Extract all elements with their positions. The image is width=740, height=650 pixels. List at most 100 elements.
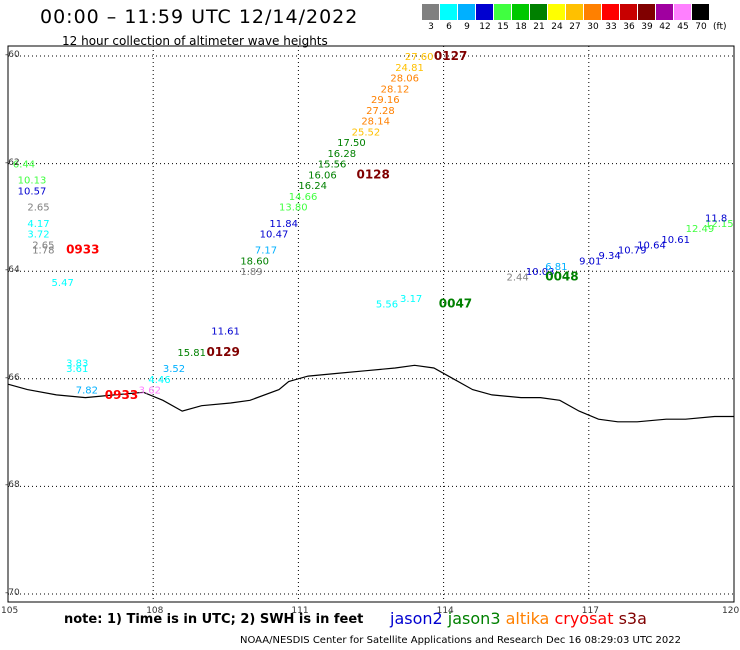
- wave-height-label: 4.46: [148, 375, 170, 386]
- track-time-label: 0047: [439, 296, 472, 310]
- track-time-label: 0129: [206, 345, 239, 359]
- legend-swatch: [638, 4, 656, 20]
- wave-height-label: 16.06: [308, 170, 337, 181]
- wave-height-label: 11.84: [269, 219, 298, 230]
- legend-label: 39: [641, 22, 653, 32]
- track-time-label: 0933: [66, 243, 99, 257]
- legend-swatch: [620, 4, 638, 20]
- longitude-label: 105: [1, 606, 19, 616]
- map-frame: [7, 45, 735, 603]
- wave-height-label: 6.44: [13, 160, 35, 171]
- wave-height-label: 28.12: [381, 84, 410, 95]
- color-scale-legend: [422, 4, 710, 20]
- wave-height-label: 3.83: [66, 359, 88, 370]
- coastline: [7, 364, 734, 423]
- wave-height-label: 1.89: [240, 267, 262, 278]
- latitude-label: -66: [5, 372, 20, 383]
- measurement-labels: 27.6024.8128.0628.1229.1627.2828.1425.52…: [13, 49, 734, 402]
- wave-height-label: 2.65: [32, 240, 54, 251]
- longitude-label: 108: [146, 606, 164, 616]
- satellite-s3a: s3a: [618, 609, 647, 628]
- wave-height-label: 3.72: [27, 230, 49, 241]
- legend-swatch: [566, 4, 584, 20]
- legend-swatch: [530, 4, 548, 20]
- latitude-label: -60: [5, 50, 20, 60]
- wave-height-label: 15.81: [177, 348, 206, 359]
- wave-height-label: 10.79: [618, 246, 647, 257]
- legend-label: 18: [515, 22, 527, 32]
- wave-height-label: 10.13: [18, 176, 47, 187]
- wave-height-label: 13.80: [279, 203, 308, 214]
- track-time-label: 0933: [105, 388, 138, 402]
- wave-height-label: 3.17: [400, 294, 422, 305]
- wave-height-label: 7.17: [255, 246, 277, 257]
- latitude-label: -64: [5, 265, 20, 276]
- wave-height-label: 17.50: [337, 138, 366, 149]
- wave-height-label: 10.57: [18, 187, 47, 198]
- legend-label: 21: [533, 22, 545, 32]
- legend-label: 3: [428, 22, 434, 32]
- legend-swatch: [440, 4, 458, 20]
- legend-label: 70: [695, 22, 707, 32]
- wave-height-label: 6.81: [545, 262, 567, 273]
- satellite-jason2: jason2: [390, 609, 443, 628]
- credit-line: NOAA/NESDIS Center for Satellite Applica…: [240, 635, 682, 646]
- wave-height-label: 3.61: [66, 364, 88, 375]
- legend-swatch: [602, 4, 620, 20]
- satellite-jason3: jason3: [447, 609, 501, 628]
- wave-height-label: 1.78: [32, 246, 54, 257]
- track-time-label: 0127: [434, 49, 467, 63]
- wave-height-label: 11.8: [705, 213, 727, 224]
- wave-height-label: 12.49: [686, 224, 715, 235]
- legend-swatch: [494, 4, 512, 20]
- track-time-label: 0048: [545, 270, 578, 284]
- map-subtitle: 12 hour collection of altimeter wave hei…: [62, 34, 328, 48]
- legend-swatch: [584, 4, 602, 20]
- graticule: [7, 46, 735, 602]
- legend-swatch: [692, 4, 710, 20]
- wave-height-label: 11.61: [211, 326, 240, 337]
- longitude-label: 120: [722, 606, 740, 616]
- wave-height-label: 3.52: [163, 364, 185, 375]
- latitude-label: -62: [5, 157, 20, 168]
- legend-label: 36: [623, 22, 635, 32]
- legend-label: 24: [551, 22, 563, 32]
- wave-height-label: 18.60: [240, 256, 269, 267]
- legend-label: 15: [497, 22, 509, 32]
- legend-label: 42: [659, 22, 671, 32]
- wave-height-label: 28.06: [390, 74, 419, 85]
- wave-height-label: 2.65: [27, 203, 49, 214]
- wave-height-label: 14.66: [289, 192, 318, 203]
- wave-height-label: 10.47: [260, 230, 289, 241]
- wave-height-label: 4.17: [27, 219, 49, 230]
- wave-height-label: 16.28: [327, 149, 356, 160]
- longitude-label: 114: [436, 606, 454, 616]
- wave-height-label: 25.52: [352, 127, 381, 138]
- color-scale-labels: 3 6 9 12 15 18 21 24 27 30 33 36 39 42 45 70: [422, 22, 710, 32]
- legend-swatch: [458, 4, 476, 20]
- wave-height-label: 2.44: [507, 273, 529, 284]
- satellite-cryosat: cryosat: [554, 609, 614, 628]
- wave-height-label: 12.15: [705, 219, 734, 230]
- wave-height-label: 10.03: [526, 267, 555, 278]
- latitude-label: -70: [5, 588, 20, 598]
- footnote: note: 1) Time is in UTC; 2) SWH is in fe…: [64, 612, 364, 627]
- legend-label: 9: [464, 22, 470, 32]
- legend-swatch: [476, 4, 494, 20]
- wave-height-label: 27.28: [366, 106, 395, 117]
- longitude-label: 117: [581, 606, 599, 616]
- satellite-legend: jason2 jason3 altika cryosat s3a: [390, 609, 647, 628]
- legend-label: 45: [677, 22, 689, 32]
- latitude-label: -68: [5, 480, 20, 491]
- legend-swatch: [548, 4, 566, 20]
- wave-height-label: 15.56: [318, 160, 347, 171]
- legend-label: 27: [569, 22, 581, 32]
- track-time-label: 0128: [356, 167, 389, 181]
- legend-swatch: [422, 4, 440, 20]
- wave-height-label: 3.62: [139, 386, 161, 397]
- wave-height-label: 10.61: [661, 235, 690, 246]
- wave-height-label: 24.81: [395, 63, 424, 74]
- wave-height-label: 9.01: [579, 256, 601, 267]
- wave-height-label: 5.47: [52, 278, 74, 289]
- wave-height-label: 9.34: [598, 251, 620, 262]
